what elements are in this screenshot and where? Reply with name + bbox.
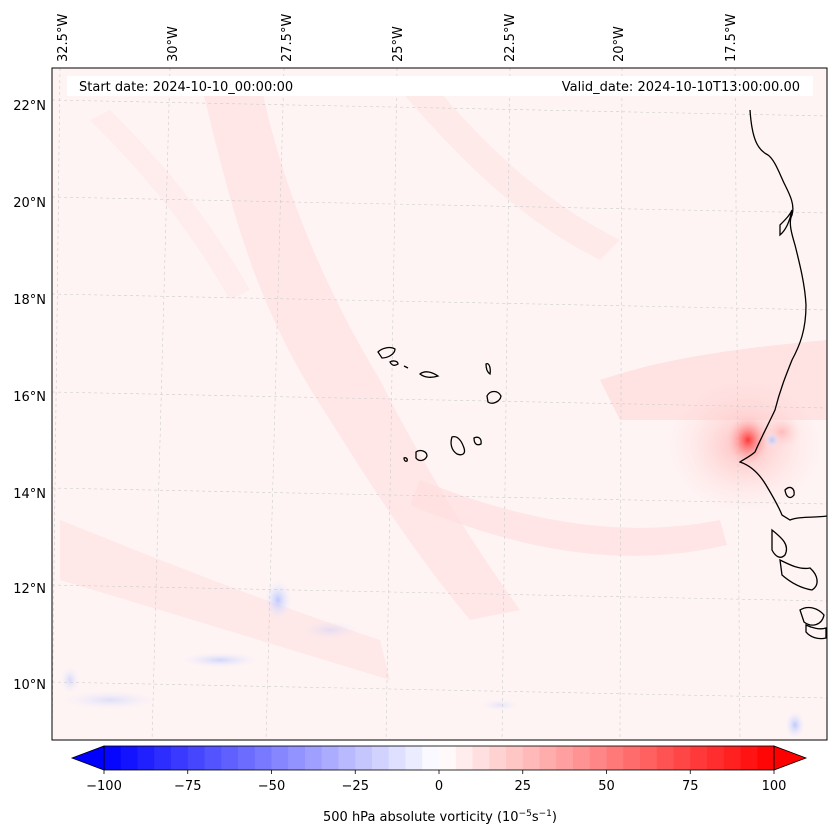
colorbar-tick-label: 75	[682, 779, 699, 794]
colorbar-segment	[640, 746, 658, 770]
start-date-text: Start date: 2024-10-10_00:00:00	[79, 80, 293, 95]
coastlines	[377, 109, 827, 640]
colorbar-segment	[305, 746, 323, 770]
colorbar-segment	[372, 746, 390, 770]
colorbar-segment	[187, 746, 205, 770]
colorbar-tick-label: 50	[598, 779, 615, 794]
colorbar-segment	[104, 746, 122, 770]
island-boa-vista	[486, 390, 502, 404]
colorbar-segment	[171, 746, 189, 770]
valid-date-text: Valid_date: 2024-10-10T13:00:00.00	[562, 80, 800, 95]
lon-label: 17.5°W	[724, 14, 739, 62]
colorbar-segment	[338, 746, 356, 770]
colorbar-segment	[723, 746, 741, 770]
island-santo-antao	[377, 346, 396, 359]
colorbar-tick-label: −50	[258, 779, 285, 794]
africa-coastline	[738, 109, 827, 521]
colorbar-tick-label: −100	[86, 779, 122, 794]
map-gridlines	[52, 68, 827, 740]
latitude-labels: 22°N 20°N 18°N 16°N 14°N 12°N 10°N	[13, 99, 46, 693]
island-sao-nicolau	[418, 371, 440, 378]
colorbar-tick-label: 100	[762, 779, 787, 794]
date-annotation-background	[67, 76, 813, 96]
colorbar-segment	[472, 746, 490, 770]
colorbar-tick-label: 25	[514, 779, 531, 794]
colorbar-segment	[606, 746, 624, 770]
colorbar-segments	[104, 746, 775, 770]
colorbar-segment	[439, 746, 457, 770]
colorbar-segment	[539, 746, 557, 770]
island-brava	[403, 457, 408, 462]
lon-label: 32.5°W	[56, 14, 71, 62]
lat-label: 10°N	[13, 678, 46, 693]
colorbar-segment	[238, 746, 256, 770]
colorbar-segment	[623, 746, 641, 770]
colorbar-segment	[120, 746, 138, 770]
lon-label: 22.5°W	[503, 14, 518, 62]
lat-label: 12°N	[13, 582, 46, 597]
colorbar-segment	[271, 746, 289, 770]
colorbar-segment	[221, 746, 239, 770]
lon-label: 30°W	[166, 26, 181, 62]
colorbar-extend-high	[773, 745, 808, 771]
colorbar-segment	[506, 746, 524, 770]
colorbar-segment	[707, 746, 725, 770]
colorbar-segment	[489, 746, 507, 770]
colorbar-segment	[573, 746, 591, 770]
island-sao-vicente	[389, 360, 399, 366]
colorbar-segment	[405, 746, 423, 770]
lat-label: 22°N	[13, 99, 46, 114]
colorbar-segment	[355, 746, 373, 770]
colorbar-segment	[288, 746, 306, 770]
lon-label: 20°W	[612, 26, 627, 62]
colorbar-segment	[757, 746, 775, 770]
colorbar-segment	[422, 746, 440, 770]
island-sal	[485, 362, 491, 376]
colorbar-segment	[321, 746, 339, 770]
colorbar-tick-label: −75	[174, 779, 201, 794]
colorbar-segment	[254, 746, 272, 770]
colorbar-segment	[589, 746, 607, 770]
island-maio	[473, 436, 482, 446]
colorbar-segment	[455, 746, 473, 770]
colorbar-segment	[522, 746, 540, 770]
colorbar-segment	[740, 746, 758, 770]
island-santiago	[450, 436, 466, 456]
lat-label: 14°N	[13, 487, 46, 502]
colorbar-segment	[204, 746, 222, 770]
lon-label: 25°W	[391, 26, 406, 62]
colorbar-tick-label: 0	[435, 779, 443, 794]
colorbar-segment	[388, 746, 406, 770]
colorbar-segment	[656, 746, 674, 770]
map-frame	[51, 67, 828, 741]
longitude-labels: 32.5°W 30°W 27.5°W 25°W 22.5°W 20°W 17.5…	[56, 14, 739, 62]
colorbar-segment	[556, 746, 574, 770]
lat-label: 16°N	[13, 390, 46, 405]
vorticity-field	[52, 68, 827, 740]
island-santa-luzia	[403, 365, 409, 369]
colorbar-label: 500 hPa absolute vorticity (10−5s−1)	[323, 809, 557, 825]
colorbar-segment	[137, 746, 155, 770]
lat-label: 20°N	[13, 196, 46, 211]
lat-label: 18°N	[13, 293, 46, 308]
colorbar-segment	[673, 746, 691, 770]
island-fogo	[415, 449, 428, 462]
colorbar-segment	[154, 746, 172, 770]
colorbar: −100 −75 −50 −25 0 25 50 75 100 500 hPa absolute…	[70, 745, 808, 825]
colorbar-ticks: −100 −75 −50 −25 0 25 50 75 100	[86, 770, 786, 794]
lon-label: 27.5°W	[280, 14, 295, 62]
colorbar-segment	[690, 746, 708, 770]
colorbar-extend-low	[70, 745, 105, 771]
colorbar-tick-label: −25	[342, 779, 369, 794]
